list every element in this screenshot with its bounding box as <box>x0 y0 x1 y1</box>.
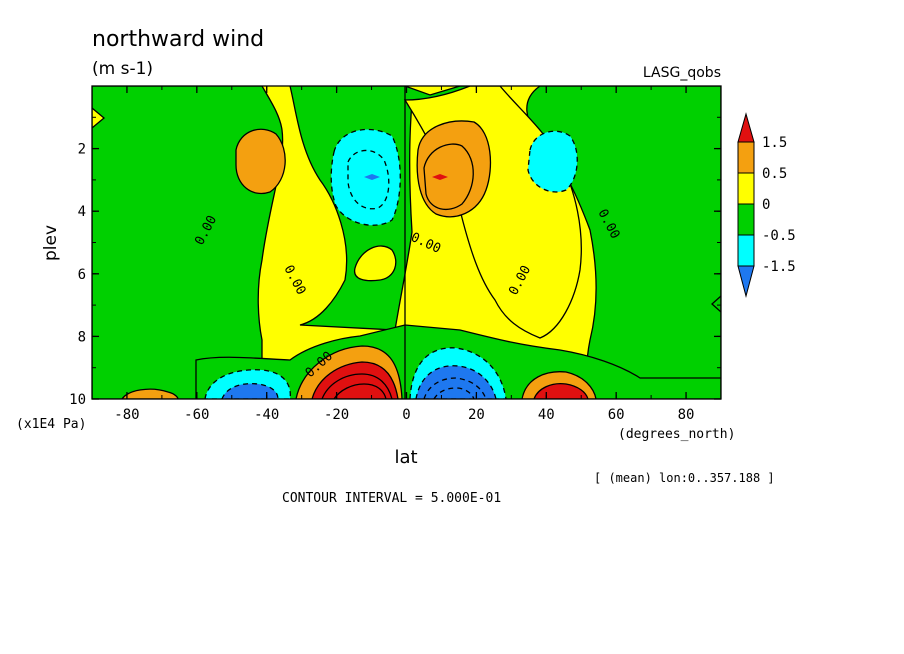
x-tick-label: -60 <box>184 407 209 423</box>
y-axis-label: plev <box>41 225 61 261</box>
field-orange-nh-upper <box>416 120 492 218</box>
y-tick-label: 4 <box>78 204 86 220</box>
field-blue-nh-lower <box>415 365 497 399</box>
field-cyan-nh-upper <box>527 130 578 193</box>
contour-sh-lower-2 <box>333 383 387 399</box>
x-tick-label: -20 <box>324 407 349 423</box>
y-axis: 2 4 6 8 10 <box>69 116 721 408</box>
field-red-nh-lower <box>533 382 589 399</box>
colorbar-label: 0 <box>762 197 770 213</box>
x-tick-label: 20 <box>468 407 485 423</box>
colorbar-swatch <box>737 112 755 143</box>
x-tick-label: 60 <box>608 407 625 423</box>
chart-units: (m s-1) <box>92 59 153 79</box>
colorbar-label: -1.5 <box>762 259 796 275</box>
contour-nh-upper-inner <box>423 143 474 211</box>
field-orange-sh-upper <box>235 128 286 195</box>
x-tick-label: 80 <box>678 407 695 423</box>
x-axis: -80 -60 -40 -20 0 20 40 60 80 <box>91 86 722 423</box>
x-axis-label: lat <box>394 447 417 468</box>
y-tick-label: 2 <box>78 142 86 158</box>
contour-nh-lower-1 <box>423 377 487 399</box>
colorbar-swatch <box>737 172 755 205</box>
dataset-label: LASG_qobs <box>643 65 721 81</box>
colorbar-swatch <box>737 265 755 298</box>
plot-area <box>92 86 721 399</box>
min-sh-upper <box>364 174 380 180</box>
contour-interval: CONTOUR INTERVAL = 5.000E-01 <box>282 491 501 506</box>
x-tick-label: 0 <box>402 407 410 423</box>
colorbar: 1.5 0.5 0 -0.5 -1.5 <box>737 112 796 298</box>
y-axis-units: (x1E4 Pa) <box>16 417 86 432</box>
x-tick-label: -40 <box>254 407 279 423</box>
y-tick-label: 8 <box>78 329 86 345</box>
field-blue-sh-lower <box>221 382 279 399</box>
max-nh-upper <box>432 174 448 180</box>
chart-title: northward wind <box>92 27 264 52</box>
x-axis-units: (degrees_north) <box>618 427 735 442</box>
colorbar-swatch <box>737 141 755 174</box>
colorbar-label: 1.5 <box>762 135 787 151</box>
field-yellow-sh-blob <box>353 245 397 282</box>
colorbar-swatch <box>737 203 755 236</box>
y-tick-label: 10 <box>69 392 86 408</box>
x-tick-label: -80 <box>114 407 139 423</box>
y-tick-label: 6 <box>78 267 86 283</box>
field-yellow-edge <box>92 107 106 129</box>
field-red-sh-lower <box>311 361 399 399</box>
contour-sh-lower-1 <box>321 373 393 399</box>
field-green-sh <box>92 86 284 399</box>
contour-sh-upper-inner <box>347 149 390 210</box>
field-orange-sh-far <box>121 388 179 399</box>
field-green-edge <box>711 295 721 313</box>
mean-note: [ (mean) lon:0..357.188 ] <box>594 471 775 485</box>
x-tick-label: 40 <box>538 407 555 423</box>
colorbar-label: -0.5 <box>762 228 796 244</box>
colorbar-label: 0.5 <box>762 166 787 182</box>
colorbar-swatch <box>737 234 755 267</box>
